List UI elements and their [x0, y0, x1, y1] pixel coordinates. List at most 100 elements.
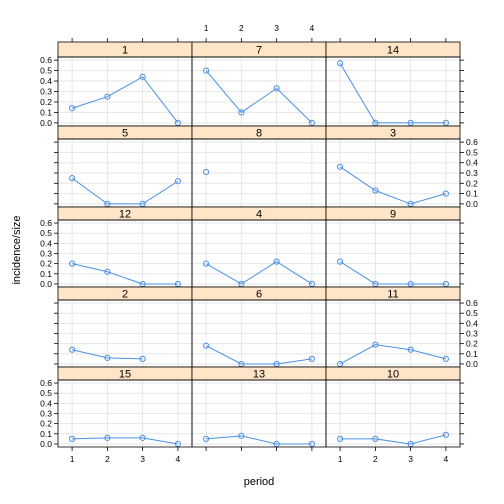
y-tick-label: 0.0	[466, 359, 478, 369]
data-point	[139, 280, 146, 288]
y-tick-label: 0.3	[40, 249, 52, 259]
panel-5: 5	[57, 125, 193, 208]
data-point	[273, 440, 280, 448]
panel-13: 13	[191, 366, 327, 448]
data-point	[442, 280, 449, 288]
data-point	[273, 258, 280, 265]
series-line	[206, 435, 312, 445]
panel-strip-label: 13	[253, 369, 265, 381]
data-point	[407, 346, 414, 353]
data-point	[104, 434, 111, 441]
data-point	[407, 119, 414, 126]
panel-11: 11	[325, 286, 461, 368]
panel-10: 10	[325, 366, 461, 448]
panel-15: 15	[57, 366, 193, 448]
data-point	[69, 346, 76, 353]
y-tick-label: 0.4	[466, 158, 478, 168]
data-point	[308, 119, 315, 126]
panel-strip-label: 5	[122, 128, 128, 140]
panel-strip-label: 2	[122, 289, 128, 301]
series-line	[71, 177, 179, 205]
data-point	[308, 440, 315, 448]
data-point	[442, 431, 449, 438]
panel-14: 14	[325, 41, 461, 127]
y-tick-label: 0.5	[40, 66, 52, 76]
series-line	[339, 166, 447, 205]
data-point	[139, 434, 146, 441]
series-line	[72, 437, 178, 445]
data-point	[203, 67, 210, 74]
data-point	[337, 360, 344, 368]
panel-strip-label: 10	[387, 369, 399, 381]
panel-strip-label: 8	[256, 128, 262, 140]
data-point	[104, 200, 111, 208]
y-tick-label: 0.0	[40, 439, 52, 449]
panel-6: 6	[191, 286, 327, 368]
data-point	[337, 435, 344, 442]
x-tick-label: 2	[105, 454, 110, 464]
data-point	[337, 60, 344, 67]
x-tick-label: 3	[140, 454, 145, 464]
y-tick-label: 0.2	[466, 339, 478, 349]
data-point	[174, 119, 181, 126]
x-tick-label: 4	[176, 454, 181, 464]
y-tick-label: 0.4	[40, 76, 52, 86]
panel-2: 2	[57, 286, 193, 368]
y-tick-label: 0.6	[40, 55, 52, 65]
y-tick-label: 0.1	[466, 189, 478, 199]
data-point	[238, 109, 245, 116]
x-tick-label: 3	[408, 454, 413, 464]
y-tick-label: 0.0	[466, 199, 478, 209]
y-tick-label: 0.5	[40, 388, 52, 398]
y-tick-label: 0.6	[40, 218, 52, 228]
panel-8: 8	[191, 125, 327, 208]
data-point	[273, 85, 280, 92]
data-point	[238, 360, 245, 368]
y-tick-label: 0.4	[466, 318, 478, 328]
y-tick-label: 0.0	[40, 118, 52, 128]
y-tick-label: 0.3	[40, 87, 52, 97]
x-tick-label: 4	[310, 23, 315, 33]
data-point	[372, 280, 379, 288]
y-tick-label: 0.1	[40, 429, 52, 439]
data-point	[139, 73, 146, 80]
y-tick-label: 0.2	[40, 259, 52, 269]
y-tick-label: 0.3	[466, 329, 478, 339]
data-point	[69, 175, 76, 182]
data-point	[139, 355, 146, 362]
series-line	[71, 263, 178, 285]
y-tick-label: 0.1	[40, 107, 52, 117]
data-point	[308, 355, 315, 362]
series-line	[339, 344, 447, 365]
series-line	[205, 70, 313, 124]
data-point	[337, 258, 344, 265]
data-point	[203, 260, 210, 267]
data-point	[308, 280, 315, 288]
panel-7: 7	[191, 41, 327, 127]
data-point	[372, 341, 379, 348]
series-line	[71, 349, 143, 360]
panel-12: 12	[57, 206, 193, 288]
series-line	[340, 434, 447, 445]
panel-strip-label: 11	[387, 289, 398, 301]
panel-strip-label: 14	[387, 45, 399, 57]
y-tick-label: 0.6	[40, 378, 52, 388]
panel-strip-label: 4	[256, 209, 262, 221]
y-tick-label: 0.5	[40, 228, 52, 238]
data-point	[203, 435, 210, 442]
y-tick-label: 0.1	[40, 269, 52, 279]
y-tick-label: 0.6	[466, 137, 478, 147]
data-point	[174, 440, 181, 448]
y-tick-label: 0.5	[466, 308, 478, 318]
y-tick-label: 0.5	[466, 147, 478, 157]
x-axis-title: period	[244, 476, 275, 488]
y-tick-label: 0.1	[466, 349, 478, 359]
panel-strip-label: 1	[122, 45, 128, 57]
data-point	[407, 200, 414, 208]
data-point	[203, 168, 210, 176]
data-point	[69, 435, 76, 442]
data-point	[69, 105, 76, 112]
series-line	[339, 63, 446, 124]
panel-strip-label: 3	[390, 128, 396, 140]
